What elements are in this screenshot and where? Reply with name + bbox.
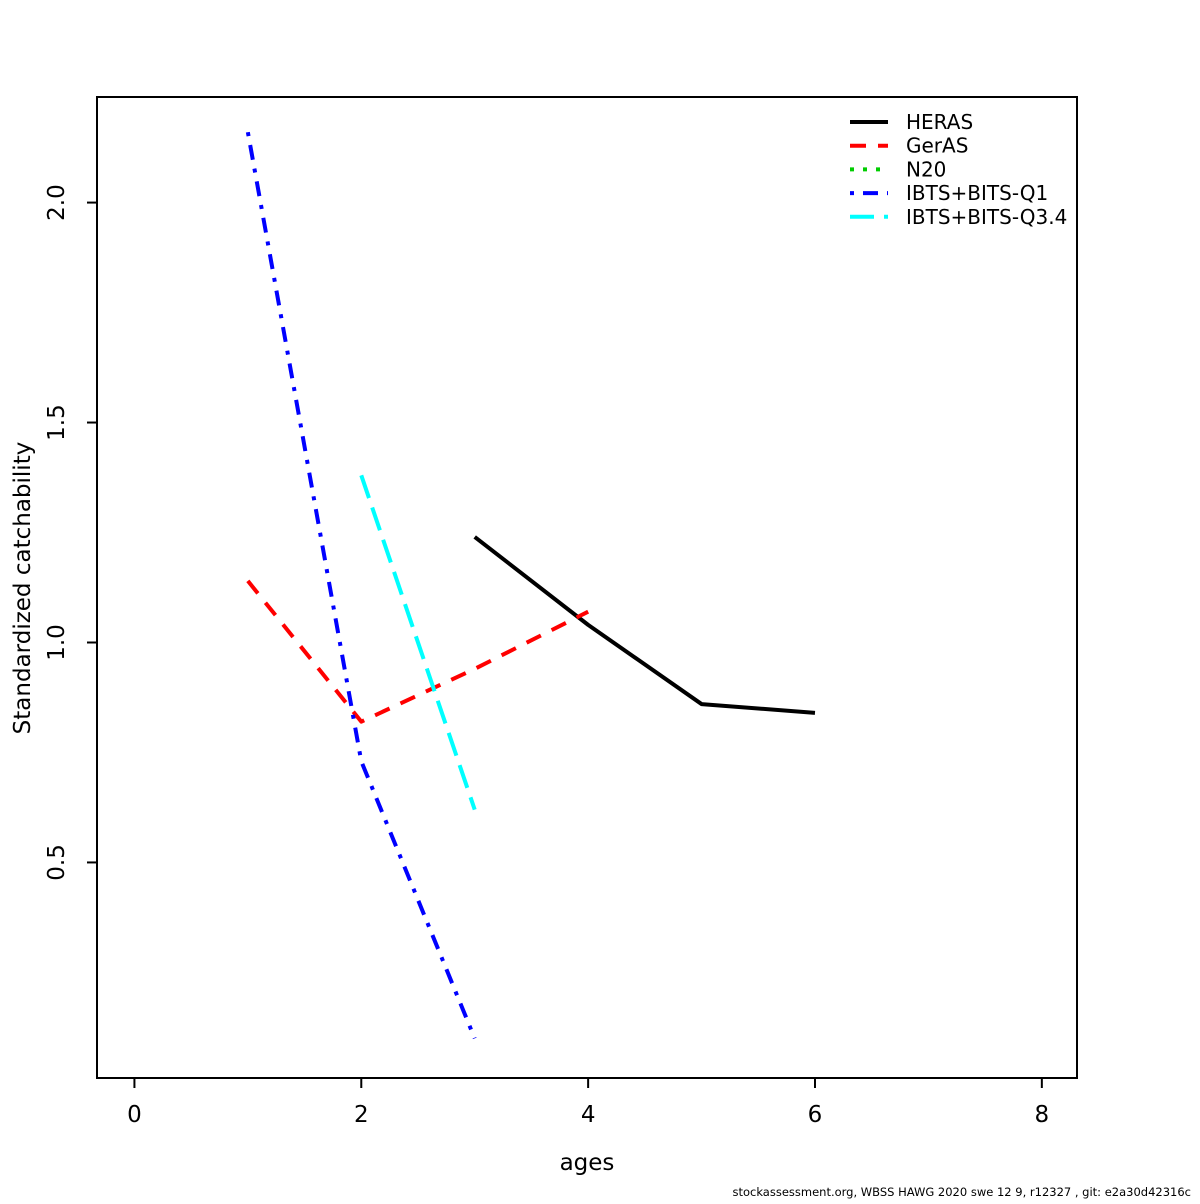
plot-border [96, 96, 1078, 1079]
legend-label: IBTS+BITS-Q1 [906, 181, 1048, 205]
x-tick-label: 4 [581, 1102, 596, 1128]
legend-item-IBTS+BITS-Q3.4: IBTS+BITS-Q3.4 [850, 205, 1067, 229]
legend-label: GerAS [906, 134, 968, 158]
y-tick-label: 2.0 [44, 184, 70, 221]
x-axis-label: ages [560, 1150, 615, 1176]
legend-item-N20: N20 [850, 157, 946, 181]
legend-label: HERAS [906, 110, 973, 134]
y-axis-label: Standardized catchability [10, 442, 36, 735]
footer-note: stockassessment.org, WBSS HAWG 2020 swe … [732, 1185, 1191, 1199]
x-tick-label: 6 [808, 1102, 823, 1128]
plot-area: 0 2 4 6 8 0.5 1.0 1.5 2.0 [44, 96, 1078, 1128]
x-tick-label: 8 [1035, 1102, 1050, 1128]
series-line-HERAS [473, 535, 816, 715]
legend-item-HERAS: HERAS [850, 110, 973, 134]
y-tick-label: 1.5 [44, 404, 70, 441]
legend-label: IBTS+BITS-Q3.4 [906, 205, 1067, 229]
series-line-GerAS [246, 579, 590, 724]
legend-item-GerAS: GerAS [850, 134, 968, 158]
x-tick-label: 0 [127, 1102, 142, 1128]
y-tick-label: 1.0 [44, 624, 70, 661]
series-line-IBTS+BITS-Q3.4 [359, 474, 477, 811]
legend-label: N20 [906, 157, 946, 181]
x-tick-label: 2 [354, 1102, 369, 1128]
series-line-IBTS+BITS-Q1 [245, 131, 477, 1040]
legend-item-IBTS+BITS-Q1: IBTS+BITS-Q1 [850, 181, 1048, 205]
y-tick-label: 0.5 [44, 844, 70, 881]
